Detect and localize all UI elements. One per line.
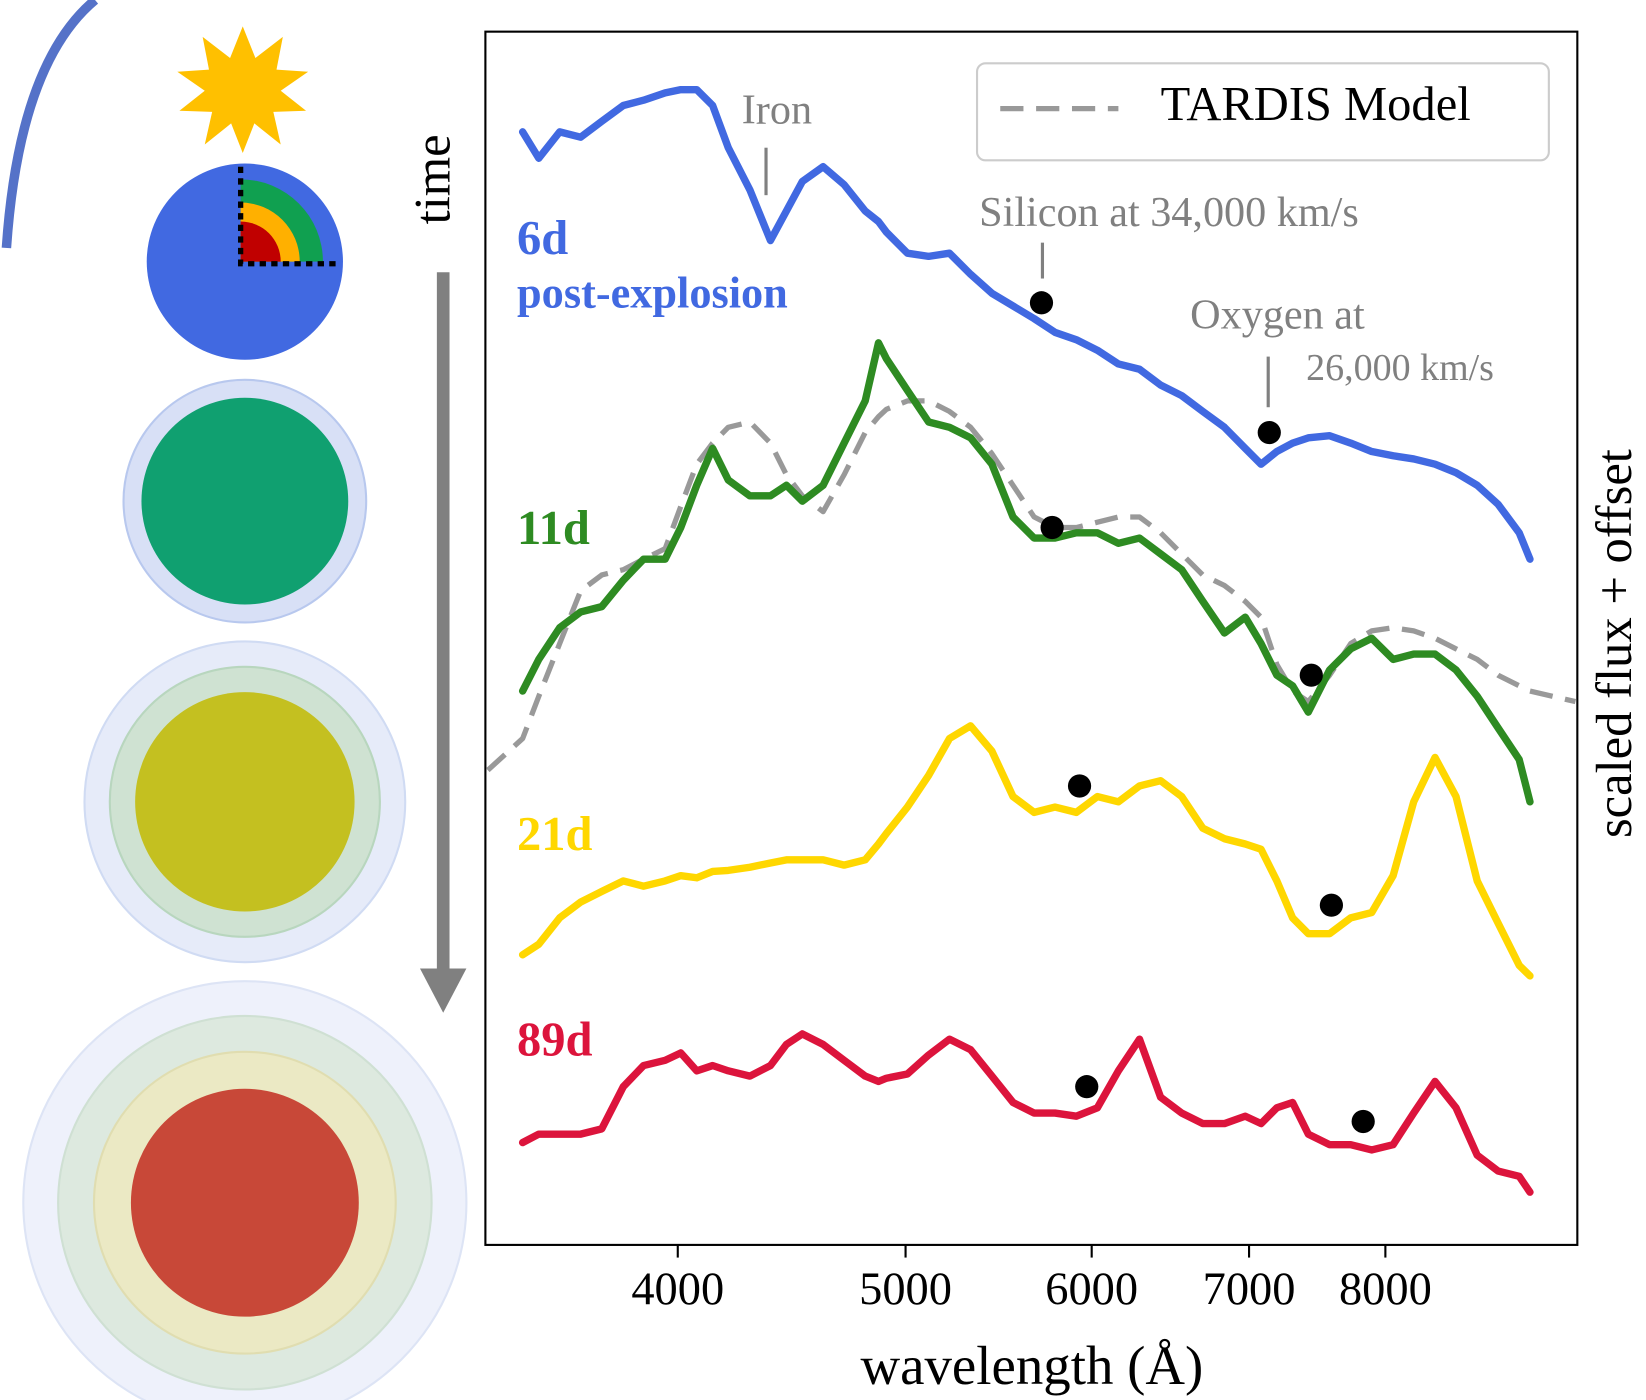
core-89d — [130, 1088, 359, 1317]
explosion-star — [177, 26, 309, 153]
series-note: post-explosion — [517, 269, 788, 318]
x-tick-label: 7000 — [1203, 1264, 1296, 1315]
x-tick-label: 5000 — [859, 1264, 952, 1315]
arrow-head — [419, 968, 467, 1013]
spectrum-line — [518, 1030, 1534, 1196]
core-11d — [141, 397, 349, 605]
x-tick-label: 4000 — [631, 1264, 724, 1315]
plot-frame — [484, 30, 1579, 1246]
spectrum-line — [518, 722, 1534, 980]
annotation: 26,000 km/s — [1306, 347, 1494, 389]
line-marker — [1040, 515, 1064, 540]
layer — [240, 221, 281, 262]
x-tick-label: 6000 — [1045, 1264, 1138, 1315]
series-label: 21d — [517, 808, 593, 861]
evolution-diagram: time — [1, 0, 468, 1400]
spectrum-line — [518, 85, 1534, 563]
legend-label: TARDIS Model — [1161, 78, 1471, 131]
annotation: Silicon at 34,000 km/s — [979, 189, 1359, 236]
edge-arc — [1, 0, 99, 249]
x-tick-label: 8000 — [1339, 1264, 1432, 1315]
line-marker — [1067, 774, 1092, 798]
core-21d — [135, 692, 355, 912]
series-label: 6d — [517, 212, 568, 265]
spectrum-line — [486, 398, 1577, 773]
annotation: Iron — [742, 87, 812, 134]
x-axis-label: wavelength (Å) — [861, 1335, 1204, 1396]
legend-box — [975, 62, 1550, 162]
line-marker — [1351, 1109, 1375, 1134]
spectrum-line — [518, 339, 1534, 806]
y-axis-label: scaled flux + offset — [1586, 449, 1642, 838]
line-marker — [1257, 420, 1281, 445]
annotation: Oxygen at — [1190, 291, 1365, 338]
line-marker — [1319, 893, 1344, 917]
line-marker — [1075, 1075, 1099, 1099]
time-label: time — [405, 134, 461, 224]
line-marker — [1299, 663, 1323, 687]
line-marker — [1029, 291, 1054, 315]
cut-lines — [237, 166, 340, 267]
series-label: 89d — [517, 1014, 593, 1067]
series-label: 11d — [517, 502, 590, 555]
